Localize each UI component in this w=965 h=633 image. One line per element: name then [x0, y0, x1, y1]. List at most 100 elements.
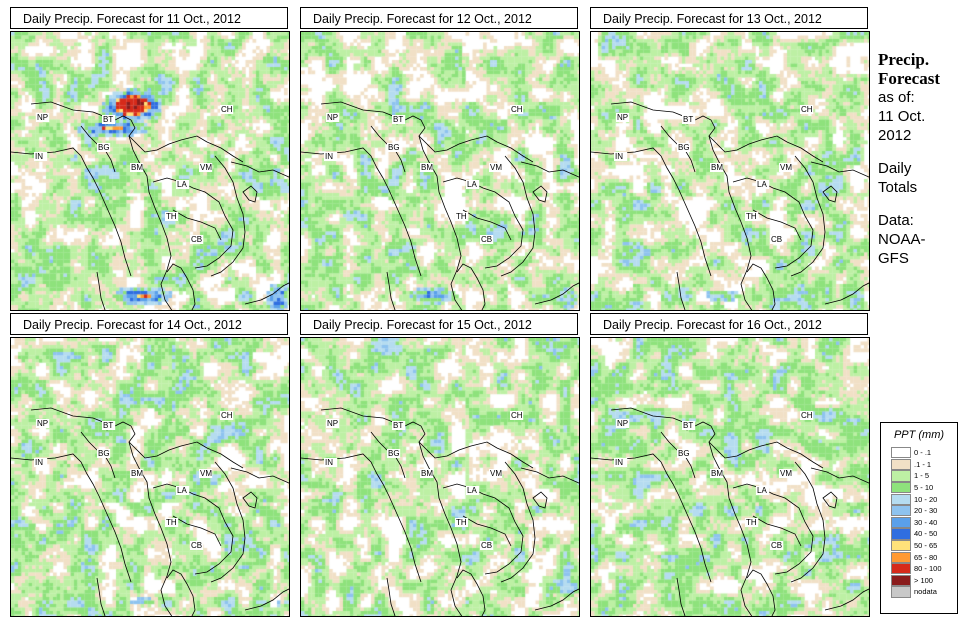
border-line: [207, 448, 243, 468]
border-line: [167, 264, 195, 310]
country-label: IN: [35, 152, 43, 161]
border-line: [677, 272, 691, 310]
border-line: [501, 462, 535, 582]
border-line: [787, 142, 823, 162]
border-line: [211, 156, 245, 276]
panel-title: Daily Precip. Forecast for 13 Oct., 2012: [590, 7, 868, 29]
country-label: TH: [456, 518, 467, 527]
border-line: [811, 162, 869, 178]
country-label: BM: [421, 469, 433, 478]
ppt-legend: PPT (mm) 0 - .1.1 - 11 - 55 - 10 10 - 20 2…: [880, 422, 958, 614]
border-line: [521, 468, 579, 484]
country-borders: NPBTCHINBGBMVMLATHCBMYMYIDID: [11, 32, 289, 310]
side-daily: Daily: [878, 159, 963, 178]
border-line: [823, 186, 837, 202]
country-label: BT: [393, 115, 403, 124]
country-label: LA: [467, 486, 477, 495]
border-line: [747, 264, 775, 310]
legend-swatch: [891, 586, 911, 597]
legend-item: 0 - .1: [881, 447, 957, 459]
country-label: CH: [221, 105, 233, 114]
side-data-label: Data:: [878, 211, 963, 230]
country-label: BT: [683, 421, 693, 430]
legend-item: 80 - 100: [881, 563, 957, 575]
border-line: [521, 162, 579, 178]
legend-item: 65 - 80: [881, 551, 957, 563]
country-label: CH: [801, 411, 813, 420]
border-line: [825, 588, 869, 610]
border-line: [533, 186, 547, 202]
country-label: VM: [200, 163, 212, 172]
country-label: IN: [35, 458, 43, 467]
legend-item: .1 - 1: [881, 459, 957, 471]
border-line: [791, 156, 825, 276]
border-line: [811, 468, 869, 484]
country-label: TH: [166, 518, 177, 527]
country-label: TH: [456, 212, 467, 221]
border-line: [243, 186, 257, 202]
country-label: CB: [481, 541, 492, 550]
country-label: TH: [746, 212, 757, 221]
border-line: [97, 578, 111, 616]
legend-item: nodata: [881, 586, 957, 598]
legend-label: 30 - 40: [914, 518, 937, 527]
border-line: [823, 492, 837, 508]
panel-title: Daily Precip. Forecast for 11 Oct., 2012: [10, 7, 288, 29]
border-line: [677, 578, 691, 616]
precip-map: NPBTCHINBGBMVMLATHCBMYMYIDID: [590, 31, 870, 311]
country-label: VM: [490, 163, 502, 172]
border-line: [231, 468, 289, 484]
border-line: [611, 102, 787, 152]
border-line: [791, 462, 825, 582]
precip-map: NPBTCHINBGBMVMLATHCBMYMYIDID: [300, 337, 580, 617]
legend-label: 5 - 10: [914, 483, 933, 492]
country-label: BG: [678, 449, 690, 458]
border-line: [321, 102, 497, 152]
country-label: TH: [166, 212, 177, 221]
border-line: [443, 484, 523, 574]
country-label: VM: [490, 469, 502, 478]
legend-swatch: [891, 482, 911, 493]
border-line: [733, 484, 813, 574]
border-line: [733, 178, 813, 268]
legend-swatch: [891, 528, 911, 539]
side-totals: Totals: [878, 178, 963, 197]
border-line: [153, 178, 233, 268]
side-data-source-2: GFS: [878, 249, 963, 268]
panel-title: Daily Precip. Forecast for 12 Oct., 2012: [300, 7, 578, 29]
legend-title: PPT (mm): [881, 429, 957, 441]
precip-map: NPBTCHINBGBMVMLATHCBMYMYIDID: [10, 337, 290, 617]
country-label: VM: [200, 469, 212, 478]
country-label: BM: [421, 163, 433, 172]
legend-rows: 0 - .1.1 - 11 - 55 - 10 10 - 20 20 - 30 30 …: [881, 447, 957, 598]
precip-map: NPBTCHINBGBMVMLATHCBMYMYIDID: [10, 31, 290, 311]
country-label: IN: [325, 152, 333, 161]
legend-label: 0 - .1: [914, 448, 931, 457]
country-label: IN: [615, 152, 623, 161]
country-label: VM: [780, 469, 792, 478]
country-label: CB: [771, 235, 782, 244]
border-line: [443, 178, 523, 268]
border-line: [501, 156, 535, 276]
border-line: [245, 588, 289, 610]
border-line: [231, 162, 289, 178]
border-line: [167, 570, 195, 616]
border-line: [387, 272, 401, 310]
country-label: LA: [177, 486, 187, 495]
legend-swatch: [891, 459, 911, 470]
legend-label: 20 - 30: [914, 506, 937, 515]
legend-label: 50 - 65: [914, 541, 937, 550]
country-label: NP: [37, 419, 48, 428]
legend-swatch: [891, 575, 911, 586]
country-label: BT: [103, 421, 113, 430]
country-label: BM: [131, 163, 143, 172]
side-title-1: Precip.: [878, 50, 963, 69]
panel-title: Daily Precip. Forecast for 16 Oct., 2012: [590, 313, 868, 335]
country-label: BG: [98, 449, 110, 458]
border-line: [533, 492, 547, 508]
country-label: NP: [37, 113, 48, 122]
country-borders: NPBTCHINBGBMVMLATHCBMYMYIDID: [591, 338, 869, 616]
border-line: [97, 272, 111, 310]
country-label: BT: [683, 115, 693, 124]
side-asof-label: as of:: [878, 88, 963, 107]
